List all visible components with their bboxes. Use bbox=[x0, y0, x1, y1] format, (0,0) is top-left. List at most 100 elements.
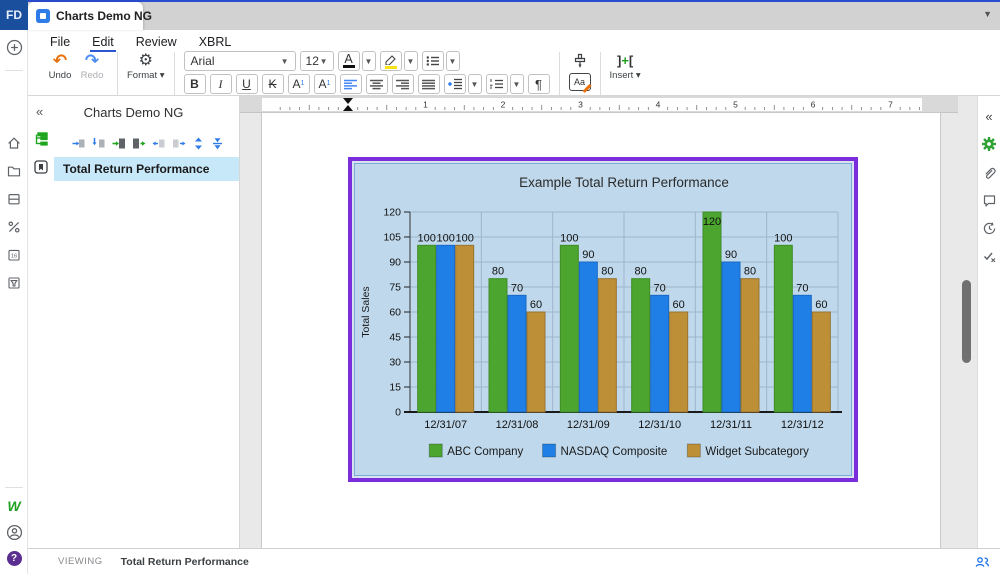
home-button[interactable] bbox=[0, 134, 28, 152]
bar-label: 100 bbox=[560, 232, 578, 244]
insert-section-below-icon[interactable] bbox=[92, 137, 106, 150]
insert-menu-button[interactable]: ]+[ Insert ▾ bbox=[610, 51, 641, 81]
bar bbox=[579, 262, 597, 412]
create-button[interactable] bbox=[0, 38, 28, 56]
bullet-list-caret[interactable]: ▼ bbox=[446, 51, 460, 71]
highlighter-icon bbox=[384, 54, 397, 65]
document-tab[interactable]: Charts Demo NG bbox=[28, 2, 143, 30]
right-panel-collapse[interactable]: « bbox=[978, 107, 1000, 125]
justify-button[interactable] bbox=[418, 74, 440, 94]
comments-button[interactable] bbox=[978, 191, 1000, 209]
font-color-button[interactable]: A bbox=[338, 51, 360, 71]
outline-panel-title: Charts Demo NG bbox=[28, 105, 239, 120]
x-tick-label: 12/31/08 bbox=[496, 419, 539, 431]
collapse-all-icon[interactable] bbox=[211, 137, 224, 150]
superscript-button[interactable]: A1 bbox=[288, 74, 310, 94]
legend-swatch bbox=[687, 444, 700, 457]
paint-format-icon[interactable] bbox=[572, 53, 588, 69]
comment-bubble-icon bbox=[982, 193, 997, 208]
bold-button[interactable]: B bbox=[184, 74, 206, 94]
settings-button[interactable] bbox=[978, 135, 1000, 153]
align-center-button[interactable] bbox=[366, 74, 388, 94]
bar bbox=[703, 212, 721, 412]
italic-button[interactable]: I bbox=[210, 74, 232, 94]
character-styles-button[interactable]: Aa bbox=[569, 73, 591, 91]
highlight-color-caret[interactable]: ▼ bbox=[404, 51, 418, 71]
plus-circle-icon bbox=[6, 39, 23, 56]
highlight-color-button[interactable] bbox=[380, 51, 402, 71]
ruler: 1234567 bbox=[240, 96, 958, 113]
y-axis-label: Total Sales bbox=[360, 286, 372, 337]
legend-swatch bbox=[543, 444, 556, 457]
menu-review[interactable]: Review bbox=[136, 35, 177, 49]
font-family-select[interactable]: Arial▼ bbox=[184, 51, 296, 71]
numbered-list-icon bbox=[490, 78, 504, 90]
bar bbox=[560, 245, 578, 412]
rail-divider bbox=[5, 487, 23, 488]
strikethrough-button[interactable]: K bbox=[262, 74, 284, 94]
insert-icon: ]+[ bbox=[617, 54, 633, 68]
bullet-list-button[interactable] bbox=[422, 51, 444, 71]
workiva-logo[interactable]: W bbox=[7, 498, 20, 514]
outline-item-total-return-performance[interactable]: Total Return Performance bbox=[54, 157, 239, 181]
format-menu-button[interactable]: ⚙ Format ▾ bbox=[127, 51, 165, 81]
history-button[interactable] bbox=[978, 219, 1000, 237]
vertical-scrollbar[interactable] bbox=[958, 96, 977, 548]
redo-button[interactable]: ↷ Redo bbox=[76, 51, 108, 81]
font-size-select[interactable]: 12▼ bbox=[300, 51, 334, 71]
indent-caret[interactable]: ▼ bbox=[468, 74, 482, 94]
ruler-indent-marker[interactable] bbox=[343, 98, 353, 111]
y-tick-label: 105 bbox=[383, 232, 401, 244]
subscript-button[interactable]: A1 bbox=[314, 74, 336, 94]
numbered-list-button[interactable] bbox=[486, 74, 508, 94]
y-tick-label: 0 bbox=[395, 407, 401, 419]
scrollbar-thumb[interactable] bbox=[962, 280, 971, 363]
tab-overflow-chevron-icon[interactable]: ▼ bbox=[983, 9, 992, 19]
filter-button[interactable] bbox=[0, 274, 28, 292]
viewing-mode-label: VIEWING bbox=[58, 556, 103, 567]
bar-label: 100 bbox=[455, 232, 473, 244]
pilcrow-button[interactable]: ¶ bbox=[528, 74, 550, 94]
bar-label: 80 bbox=[492, 266, 504, 278]
menu-xbrl[interactable]: XBRL bbox=[199, 35, 232, 49]
chart-title: Example Total Return Performance bbox=[519, 175, 729, 190]
expand-all-icon[interactable] bbox=[192, 137, 205, 150]
insert-child-section-icon[interactable] bbox=[112, 137, 126, 150]
indent-section-icon[interactable] bbox=[172, 137, 186, 150]
outdent-section-icon[interactable] bbox=[152, 137, 166, 150]
boards-button[interactable] bbox=[0, 190, 28, 208]
document-canvas[interactable]: 1234567 Example Total Return Performance… bbox=[240, 96, 958, 548]
menu-edit[interactable]: Edit bbox=[92, 35, 114, 49]
font-color-caret[interactable]: ▼ bbox=[362, 51, 376, 71]
approvals-button[interactable] bbox=[978, 247, 1000, 265]
bar-label: 80 bbox=[744, 266, 756, 278]
labels-icon[interactable] bbox=[34, 160, 48, 174]
align-left-button[interactable] bbox=[340, 74, 362, 94]
calendar-button[interactable]: 16 bbox=[0, 246, 28, 264]
presence-people-icon[interactable] bbox=[974, 554, 990, 570]
files-button[interactable] bbox=[0, 162, 28, 180]
indent-button[interactable] bbox=[444, 74, 466, 94]
undo-button[interactable]: ↶ Undo bbox=[44, 51, 76, 81]
underline-button[interactable]: U bbox=[236, 74, 258, 94]
ruler-number: 2 bbox=[501, 100, 506, 110]
attachments-button[interactable] bbox=[978, 163, 1000, 181]
selected-chart-object[interactable]: Example Total Return Performance Total Sa… bbox=[348, 157, 858, 482]
numbered-list-caret[interactable]: ▼ bbox=[510, 74, 524, 94]
promote-section-icon[interactable] bbox=[132, 137, 146, 150]
ruler-number: 1 bbox=[423, 100, 428, 110]
sign-button[interactable] bbox=[0, 218, 28, 236]
indent-icon bbox=[448, 78, 462, 90]
help-icon[interactable]: ? bbox=[7, 551, 22, 566]
bar-label: 90 bbox=[725, 249, 737, 261]
ruler-number: 4 bbox=[656, 100, 661, 110]
rail-divider bbox=[5, 70, 23, 71]
account-icon[interactable] bbox=[6, 524, 23, 541]
outline-tree-icon[interactable] bbox=[34, 132, 49, 147]
document-page[interactable]: Example Total Return Performance Total Sa… bbox=[262, 113, 940, 548]
workspace-logo[interactable]: FD bbox=[0, 0, 28, 30]
menu-file[interactable]: File bbox=[50, 35, 70, 49]
insert-section-above-icon[interactable] bbox=[72, 137, 86, 150]
bar-label: 80 bbox=[635, 266, 647, 278]
align-right-button[interactable] bbox=[392, 74, 414, 94]
